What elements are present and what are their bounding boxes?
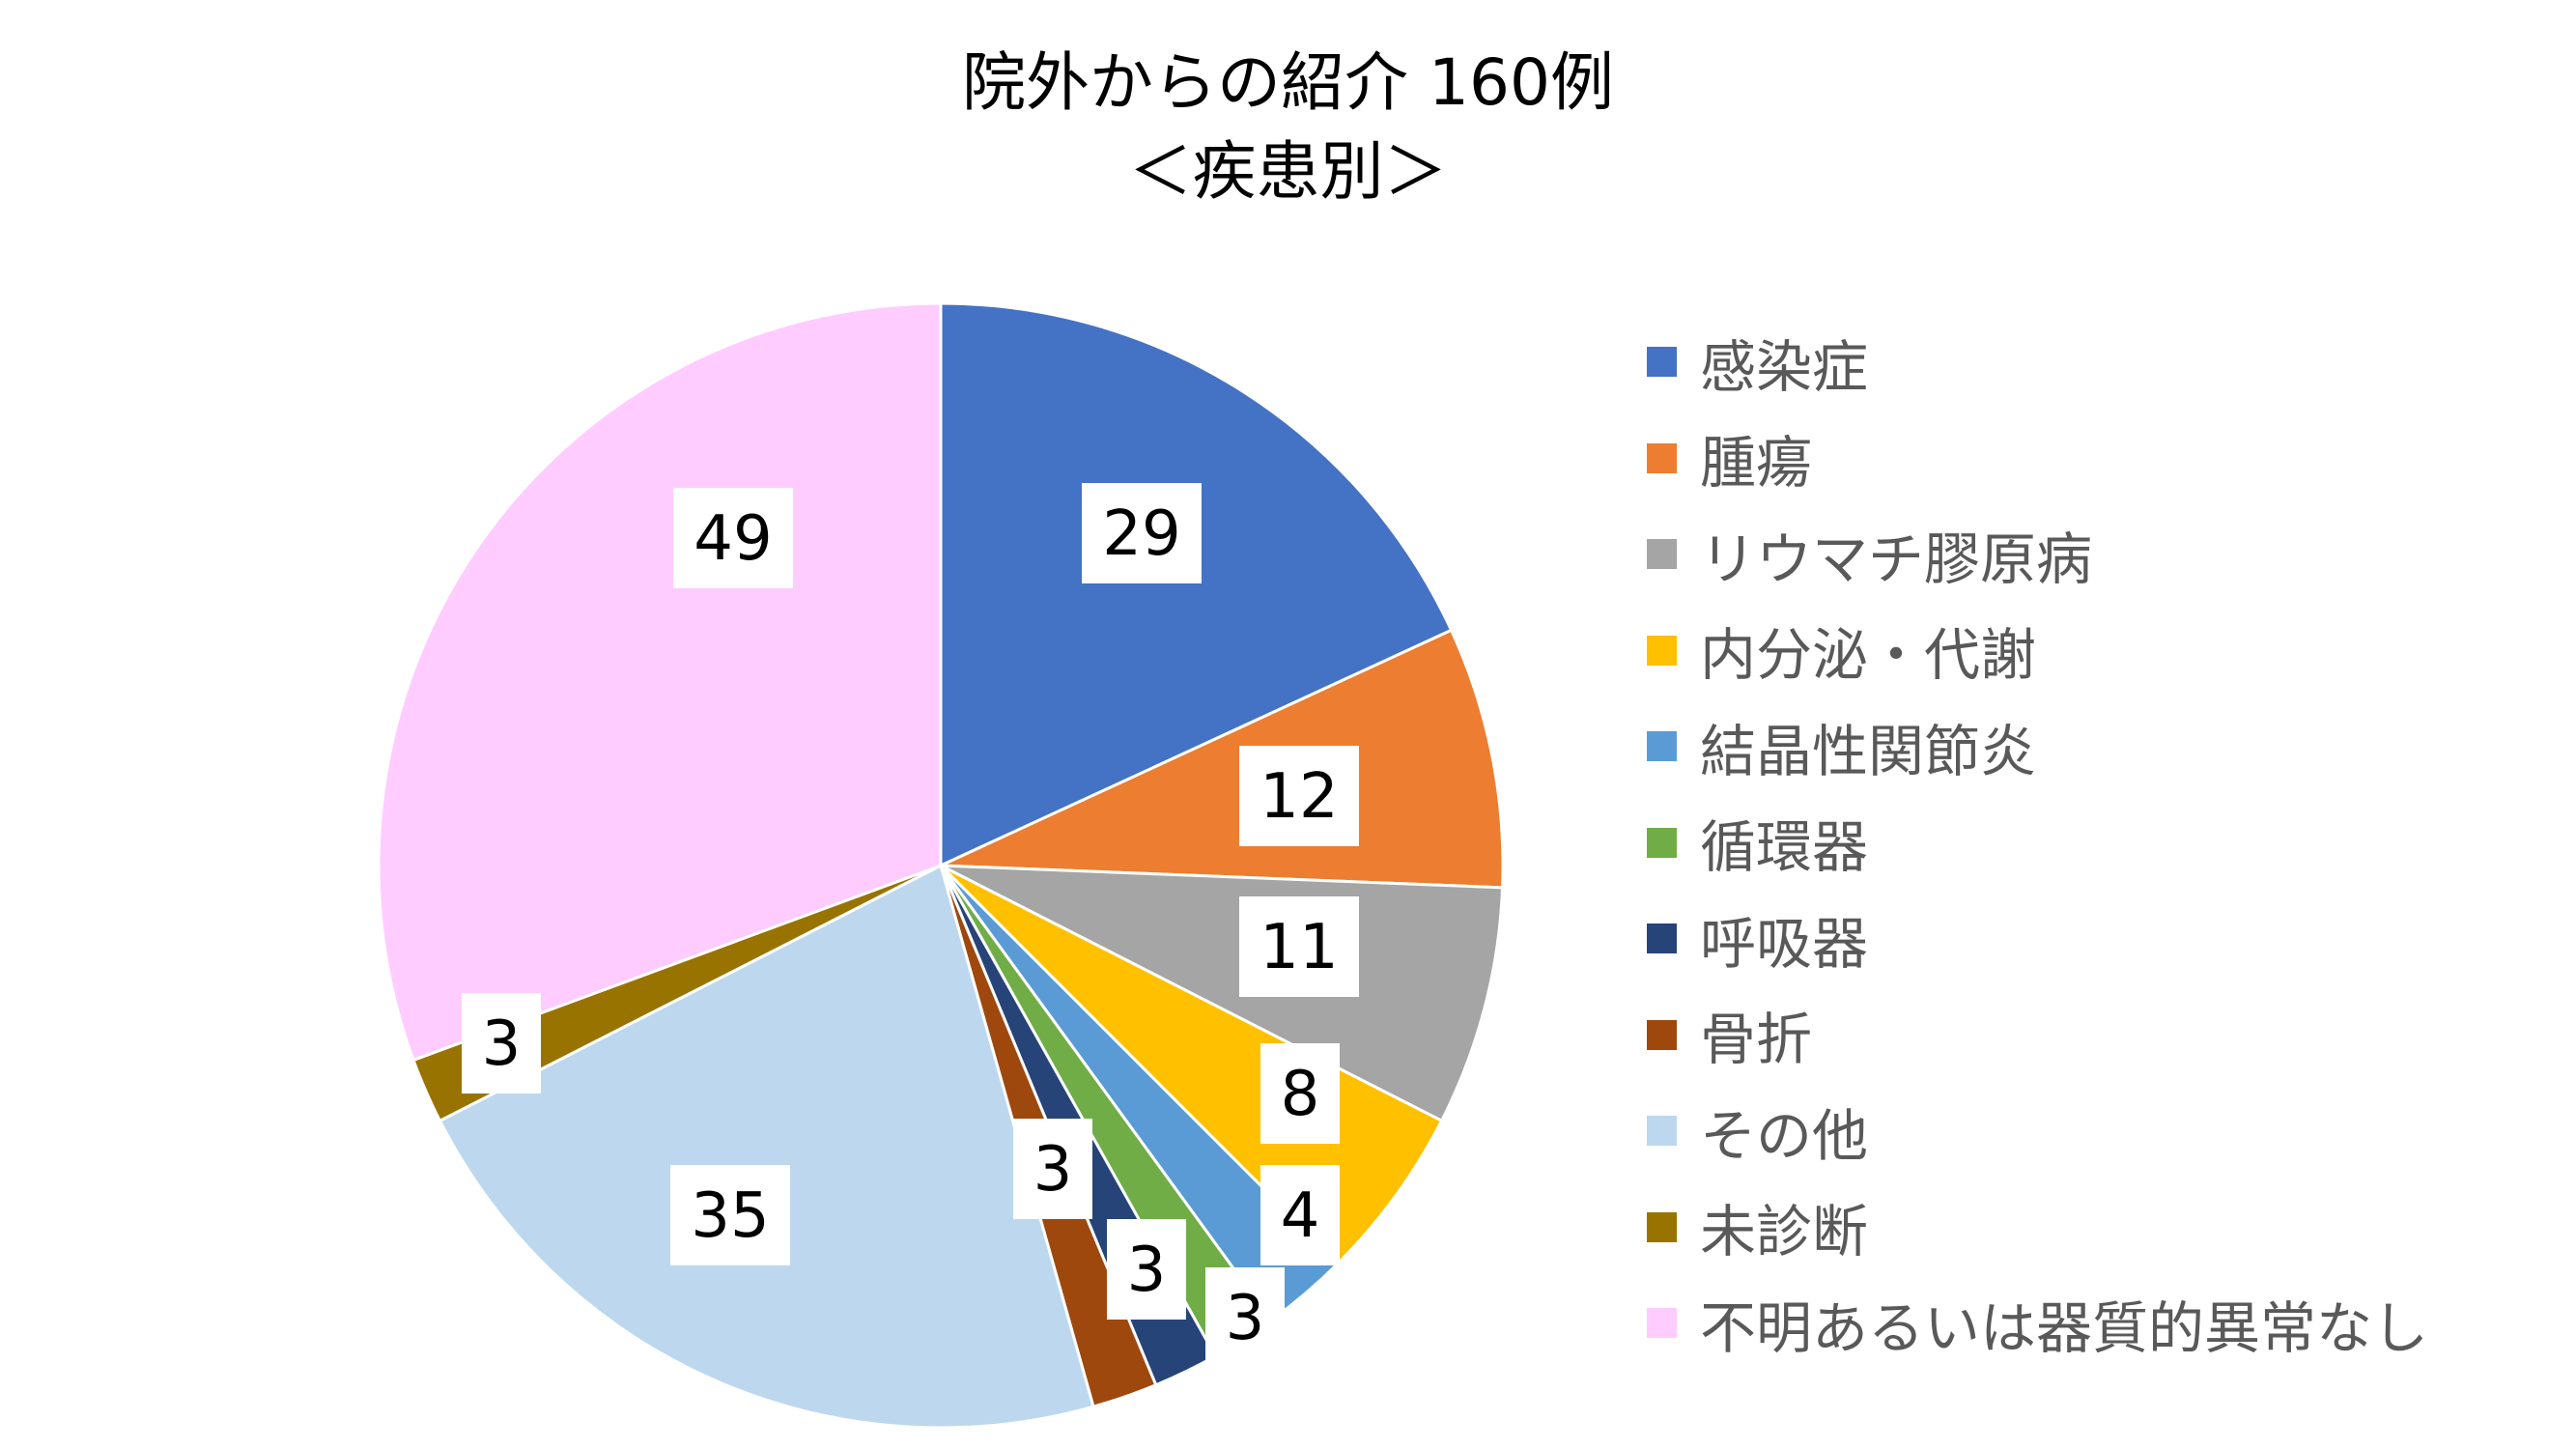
legend-item: 腫瘍 <box>1647 411 2428 507</box>
data-label-value: 4 <box>1281 1180 1320 1252</box>
pie-slice <box>377 301 943 1062</box>
legend-label: 呼吸器 <box>1700 910 1869 977</box>
chart-title-block: 院外からの紹介 160例 ＜疾患別＞ <box>0 39 2576 216</box>
legend-swatch <box>1647 731 1677 762</box>
data-label-box <box>462 993 541 1094</box>
pie-slice <box>438 864 1095 1430</box>
data-label-value: 3 <box>482 1009 522 1080</box>
data-label: 49 <box>673 488 793 588</box>
legend-swatch <box>1647 923 1677 954</box>
data-label: 3 <box>1205 1267 1285 1368</box>
legend-label: 未診断 <box>1700 1199 1869 1265</box>
legend-label: 腫瘍 <box>1700 430 1813 497</box>
legend-swatch <box>1647 539 1677 570</box>
chart-subtitle: ＜疾患別＞ <box>1128 134 1448 209</box>
legend-item: 結晶性関節炎 <box>1647 698 2428 795</box>
pie-slice <box>939 628 1505 890</box>
legend-item: 呼吸器 <box>1647 891 2428 987</box>
pie-slices <box>377 301 1505 1430</box>
legend-swatch <box>1647 442 1677 473</box>
legend-label: 内分泌・代謝 <box>1700 622 2037 689</box>
data-label-box <box>1239 896 1359 997</box>
data-label-box <box>673 488 793 588</box>
legend-item: リウマチ膠原病 <box>1647 506 2428 603</box>
legend: 感染症腫瘍リウマチ膠原病 内分泌・代謝 結晶性関節炎 循環器呼吸器骨折その他未診断不明… <box>1647 314 2428 1372</box>
legend-item: 不明あるいは器質的異常なし <box>1647 1275 2428 1372</box>
data-label-box <box>1082 483 1202 583</box>
legend-label: リウマチ膠原病 <box>1700 526 2093 592</box>
legend-item: 感染症 <box>1647 314 2428 411</box>
data-label-box <box>1013 1119 1092 1219</box>
data-label: 12 <box>1239 746 1359 846</box>
pie-slice <box>939 301 1454 867</box>
data-label-box <box>1107 1219 1186 1320</box>
legend-label: その他 <box>1700 1102 1869 1169</box>
data-label: 3 <box>1013 1119 1092 1219</box>
legend-label: 骨折 <box>1700 1007 1813 1073</box>
pie-slice <box>939 864 1444 1265</box>
data-label-box <box>1260 1165 1340 1265</box>
data-label: 3 <box>462 993 541 1094</box>
legend-swatch <box>1647 635 1677 666</box>
data-label-value: 29 <box>1102 498 1180 570</box>
legend-label: 不明あるいは器質的異常なし <box>1700 1294 2429 1361</box>
legend-swatch <box>1647 1019 1677 1050</box>
legend-swatch <box>1647 1308 1677 1339</box>
legend-item: 未診断 <box>1647 1179 2428 1276</box>
legend-swatch <box>1647 1116 1677 1147</box>
data-label: 4 <box>1260 1165 1340 1265</box>
chart-title: 院外からの紹介 160例 <box>962 45 1614 120</box>
data-label-value: 8 <box>1281 1059 1320 1130</box>
legend-item: その他 <box>1647 1083 2428 1179</box>
data-label-box <box>670 1165 790 1265</box>
legend-item: 循環器 <box>1647 795 2428 892</box>
legend-label: 感染症 <box>1700 333 1869 400</box>
data-label: 11 <box>1239 896 1359 997</box>
legend-item: 骨折 <box>1647 987 2428 1084</box>
data-label-value: 35 <box>691 1180 769 1252</box>
legend-label: 結晶性関節炎 <box>1700 718 2037 784</box>
data-label: 3 <box>1107 1219 1186 1320</box>
legend-item: 内分泌・代謝 <box>1647 603 2428 699</box>
legend-swatch <box>1647 827 1677 858</box>
data-label-value: 49 <box>694 503 772 575</box>
data-label-box <box>1205 1267 1285 1368</box>
data-label: 29 <box>1082 483 1202 583</box>
data-label-box <box>1260 1043 1340 1144</box>
data-label-value: 11 <box>1260 912 1338 983</box>
data-label-value: 3 <box>1033 1134 1073 1206</box>
data-label-value: 3 <box>1127 1235 1167 1306</box>
data-label: 35 <box>670 1165 790 1265</box>
data-label: 8 <box>1260 1043 1340 1144</box>
legend-swatch <box>1647 347 1677 378</box>
data-label-box <box>1239 746 1359 846</box>
legend-swatch <box>1647 1211 1677 1242</box>
data-label-value: 12 <box>1260 761 1338 833</box>
legend-label: 循環器 <box>1700 814 1869 881</box>
pie-slice <box>939 864 1505 1122</box>
data-label-value: 3 <box>1226 1283 1265 1354</box>
